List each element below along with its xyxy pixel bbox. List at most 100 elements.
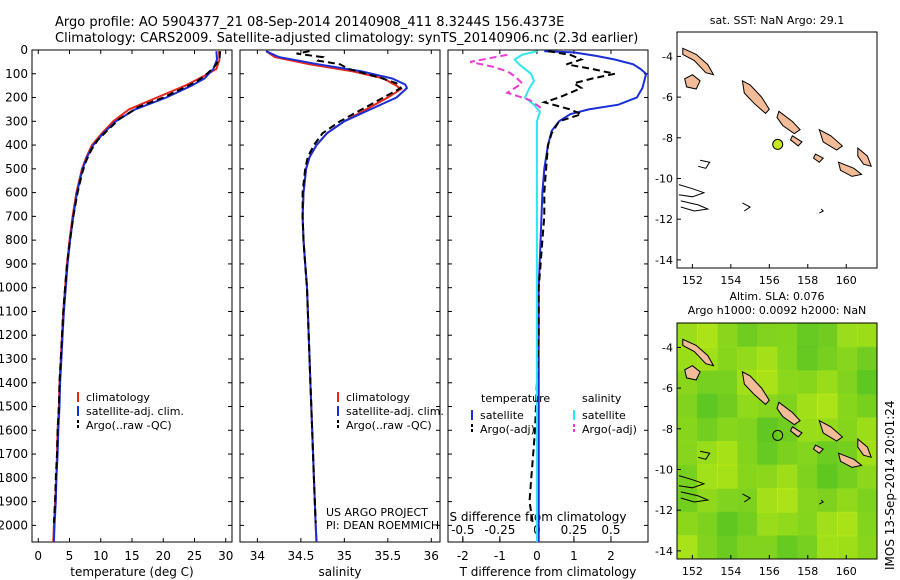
depth-tick-label: 2000 [0,518,28,532]
island [741,79,770,115]
sla-cell [857,393,877,419]
x-tick-label: 35.5 [374,549,401,563]
sla-cell [817,346,838,372]
sla-cell [857,511,877,537]
x-tick-label: -1 [494,549,506,563]
sla-cell [717,393,738,419]
sla-cell [837,370,858,395]
header-line-1: Argo profile: AO 5904377_21 08-Sep-2014 … [55,15,564,30]
sla-cell [837,535,858,559]
lon-tick-label: 160 [836,274,857,287]
depth-tick-label: 1600 [0,423,28,437]
sla-cell [797,393,818,419]
sla-cell [737,417,758,442]
temperature-axes-frame [31,49,233,543]
sla-cell [777,464,798,490]
sla-cell [697,370,718,395]
legend-label: Argo(-adj) [582,423,637,436]
lon-tick-label: 154 [720,274,741,287]
reef-outline [742,493,752,503]
depth-tick-label: 1000 [0,281,28,295]
lat-tick-label: -6 [662,382,673,395]
sla-cell [797,417,818,442]
lat-tick-label: -12 [655,213,673,226]
sla-cell [757,464,778,490]
salinity-series [265,50,409,542]
legend-title: salinity [582,392,622,405]
sla-cell [797,535,818,559]
legend-label: climatology [346,391,410,404]
island [776,401,801,426]
depth-tick-label: 400 [5,138,28,152]
legend-label: satellite [480,409,524,422]
s-tick-label: 0.5 [601,523,620,537]
island [812,153,825,163]
sla-cell [697,417,718,442]
depth-tick-label: 300 [5,114,28,128]
sla-cell [737,464,758,490]
sla-cell [737,346,758,372]
legend-label: Argo(..raw -QC) [346,419,432,432]
depth-tick-label: 1200 [0,328,28,342]
sla-cell [697,535,718,559]
sla-cell [857,346,877,372]
map-sla: 152 154 156 158 160 -4 -6 -8 -10 -12 -14 Altim. SLA… [655,290,878,578]
sla-cell [777,441,798,466]
x-tick-label: 30 [218,549,233,563]
sla-cell [737,535,758,559]
sla-cell [717,535,738,559]
depth-tick-label: 1500 [0,400,28,414]
depth-tick-label: 1300 [0,352,28,366]
sla-cell [837,323,858,348]
sla-cell [817,511,838,537]
x-tick-label: 36 [424,549,439,563]
legend-label: climatology [86,391,150,404]
x-tick-label: 25 [187,549,202,563]
lon-tick-label: 154 [720,565,741,578]
sla-cell [837,346,858,372]
depth-tick-label: 1700 [0,447,28,461]
sla-cell [677,441,698,466]
sla-cell [697,393,718,419]
reef-outline [819,208,825,214]
s-tick-label: -0.5 [451,523,474,537]
depth-tick-label: 200 [5,91,28,105]
lon-tick-label: 152 [682,565,703,578]
island [684,365,701,381]
sla-cell [837,464,858,490]
sla-cell [677,393,698,419]
sla-cell [857,417,877,442]
island [818,128,844,151]
x-tick-label: 34.5 [288,549,315,563]
island [789,135,803,147]
sla-cell [677,323,698,348]
lon-tick-label: 158 [797,274,818,287]
depth-tick-label: 1100 [0,304,28,318]
sla-cell [777,488,798,513]
temperature-xlabel: temperature (deg C) [70,565,193,579]
panel-temperature: 0100200300400500600700800900100011001200… [0,43,233,579]
depth-tick-label: 800 [5,233,28,247]
sla-cell [817,464,838,490]
sla-cell [737,488,758,513]
depth-tick-label: 600 [5,186,28,200]
sla-cell [717,417,738,442]
salinity-axes-frame [239,49,441,543]
map-title: sat. SST: NaN Argo: 29.1 [710,14,844,27]
depth-tick-label: 1900 [0,495,28,509]
sla-cell [837,417,858,442]
sla-cell [857,464,877,490]
lat-tick-label: -14 [655,545,673,558]
reef-outline [678,184,706,198]
sla-cell [677,511,698,537]
reef-outline [819,499,825,505]
sla-cell [857,488,877,513]
island [684,74,701,90]
reef-outline [678,475,706,489]
reef-outline [742,202,752,212]
sla-cell [837,393,858,419]
sla-cell [797,323,818,348]
legend-title: temperature [481,392,550,405]
sla-cell [857,323,877,348]
